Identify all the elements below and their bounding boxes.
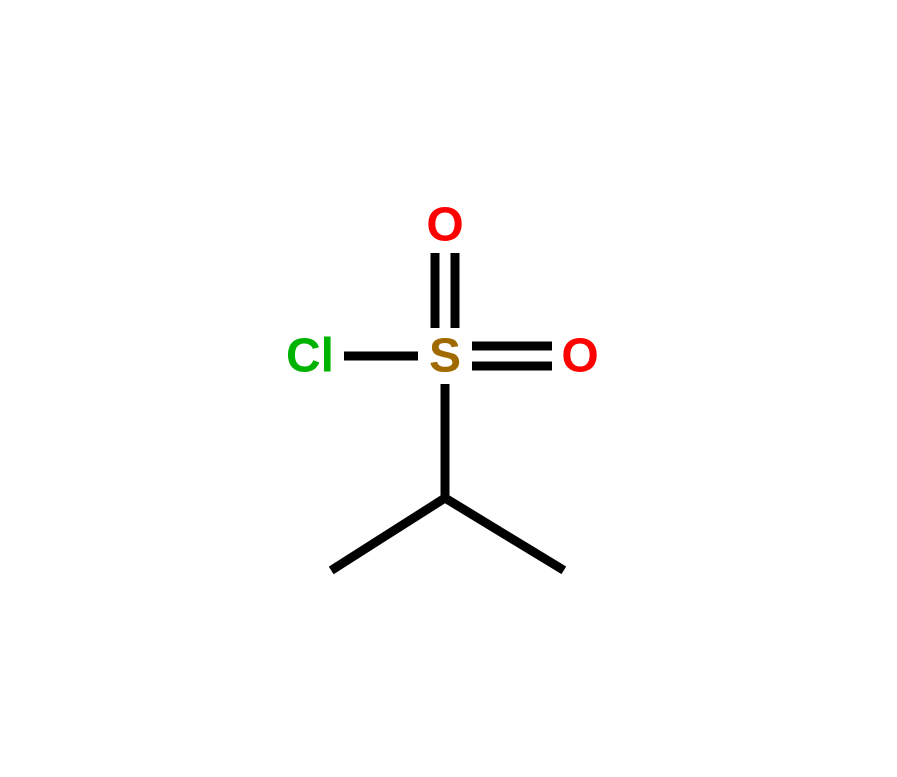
atom-s: S	[429, 330, 461, 383]
atom-o-top: O	[426, 199, 463, 252]
bond-ch-ch3-right	[445, 498, 560, 568]
molecule-diagram: Cl S O O	[0, 0, 897, 777]
bond-ch-ch3-left	[335, 498, 445, 568]
atom-o-right: O	[561, 330, 598, 383]
atom-cl: Cl	[286, 330, 334, 383]
